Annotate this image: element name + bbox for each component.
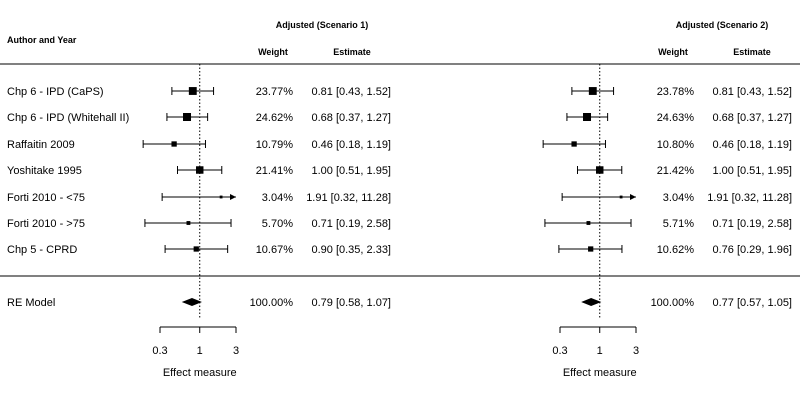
ci-arrow xyxy=(230,194,236,200)
summary-diamond xyxy=(181,298,202,306)
point-estimate xyxy=(186,221,191,225)
estimate-value: 0.46 [0.18, 1.19] xyxy=(712,139,792,151)
weight-value: 5.71% xyxy=(663,218,694,230)
summary-weight: 100.00% xyxy=(651,297,695,309)
estimate-value: 0.68 [0.37, 1.27] xyxy=(311,112,391,124)
weight-value: 3.04% xyxy=(663,192,694,204)
point-estimate xyxy=(588,87,597,95)
weight-header: Weight xyxy=(658,47,688,57)
study-label: Raffaitin 2009 xyxy=(7,139,75,151)
estimate-value: 0.71 [0.19, 2.58] xyxy=(311,218,391,230)
weight-value: 24.62% xyxy=(256,112,294,124)
weight-value: 10.80% xyxy=(657,139,695,151)
study-label: Chp 6 - IPD (Whitehall II) xyxy=(7,112,129,124)
weight-header: Weight xyxy=(258,47,288,57)
x-tick-label: 1 xyxy=(197,345,203,357)
summary-diamond xyxy=(581,298,602,306)
point-estimate xyxy=(571,141,577,147)
point-estimate xyxy=(583,113,592,121)
weight-value: 21.41% xyxy=(256,165,294,177)
estimate-value: 1.00 [0.51, 1.95] xyxy=(712,165,792,177)
estimate-value: 0.81 [0.43, 1.52] xyxy=(712,86,792,98)
weight-value: 23.78% xyxy=(657,86,695,98)
weight-value: 23.77% xyxy=(256,86,294,98)
weight-value: 5.70% xyxy=(262,218,293,230)
summary-estimate: 0.79 [0.58, 1.07] xyxy=(311,297,391,309)
weight-value: 21.42% xyxy=(657,165,695,177)
study-label: Chp 6 - IPD (CaPS) xyxy=(7,86,104,98)
panel-title: Adjusted (Scenario 1) xyxy=(276,20,369,30)
x-tick-label: 3 xyxy=(233,345,239,357)
weight-value: 24.63% xyxy=(657,112,695,124)
estimate-value: 1.91 [0.32, 11.28] xyxy=(707,192,792,204)
estimate-value: 0.81 [0.43, 1.52] xyxy=(311,86,391,98)
weight-value: 3.04% xyxy=(262,192,293,204)
point-estimate xyxy=(196,166,204,174)
x-axis-label: Effect measure xyxy=(163,367,237,379)
x-tick-label: 3 xyxy=(633,345,639,357)
weight-value: 10.79% xyxy=(256,139,294,151)
point-estimate xyxy=(596,166,604,174)
x-tick-label: 1 xyxy=(597,345,603,357)
estimate-value: 1.91 [0.32, 11.28] xyxy=(306,192,391,204)
estimate-header: Estimate xyxy=(733,47,771,57)
x-tick-label: 0.3 xyxy=(552,345,567,357)
estimate-value: 0.68 [0.37, 1.27] xyxy=(712,112,792,124)
estimate-value: 0.90 [0.35, 2.33] xyxy=(311,244,391,256)
summary-label: RE Model xyxy=(7,297,55,309)
study-label: Forti 2010 - >75 xyxy=(7,218,85,230)
study-label: Yoshitake 1995 xyxy=(7,165,82,177)
point-estimate xyxy=(188,87,197,95)
estimate-header: Estimate xyxy=(333,47,371,57)
estimate-value: 0.71 [0.19, 2.58] xyxy=(712,218,792,230)
weight-value: 10.62% xyxy=(657,244,695,256)
point-estimate xyxy=(183,113,192,121)
weight-value: 10.67% xyxy=(256,244,294,256)
summary-weight: 100.00% xyxy=(250,297,294,309)
estimate-value: 0.76 [0.29, 1.96] xyxy=(712,244,792,256)
panel-title: Adjusted (Scenario 2) xyxy=(676,20,769,30)
estimate-value: 1.00 [0.51, 1.95] xyxy=(311,165,391,177)
study-label: Chp 5 - CPRD xyxy=(7,244,77,256)
point-estimate xyxy=(171,141,177,147)
point-estimate xyxy=(219,195,223,199)
point-estimate xyxy=(588,246,594,252)
summary-estimate: 0.77 [0.57, 1.05] xyxy=(712,297,792,309)
point-estimate xyxy=(619,195,623,199)
estimate-value: 0.46 [0.18, 1.19] xyxy=(311,139,391,151)
point-estimate xyxy=(193,246,199,252)
study-label: Forti 2010 - <75 xyxy=(7,192,85,204)
point-estimate xyxy=(586,221,591,225)
x-tick-label: 0.3 xyxy=(152,345,167,357)
column-header: Author and Year xyxy=(7,35,77,45)
ci-arrow xyxy=(630,194,636,200)
x-axis-label: Effect measure xyxy=(563,367,637,379)
